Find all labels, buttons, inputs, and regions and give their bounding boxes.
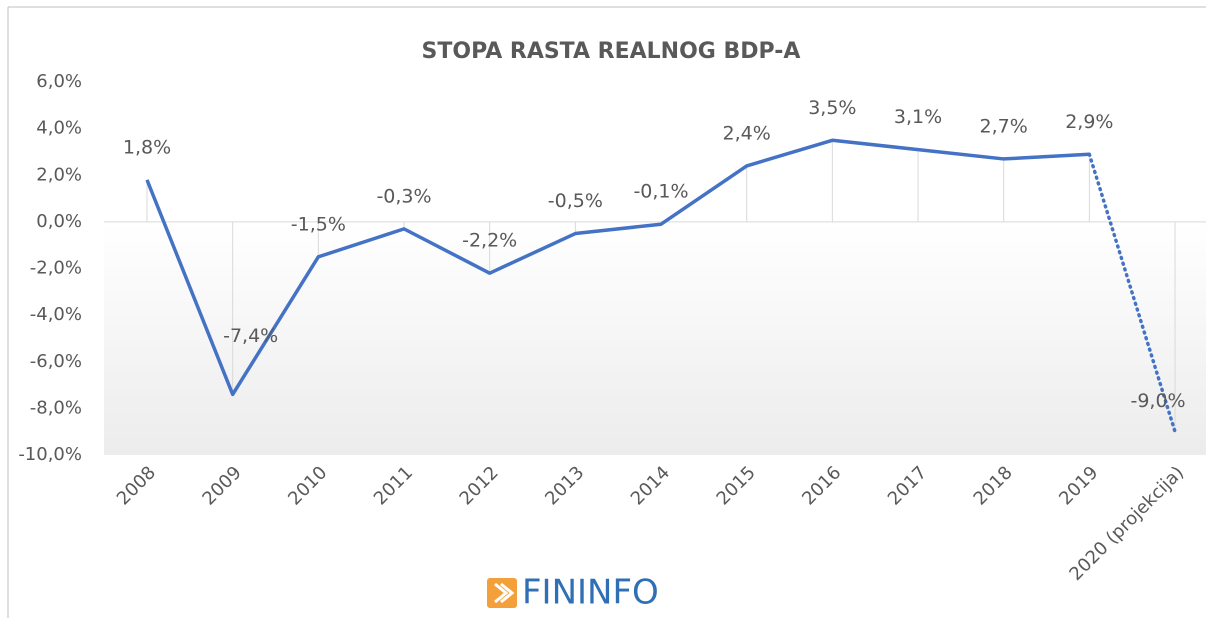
y-tick-label: 4,0% [36, 118, 82, 139]
y-tick-label: -2,0% [30, 258, 82, 279]
data-label: 2,9% [1065, 111, 1113, 133]
x-tick-label: 2010 [284, 462, 331, 509]
x-tick-label: 2013 [541, 462, 588, 509]
logo: FININFO [487, 573, 659, 613]
x-tick-label: 2011 [370, 462, 417, 509]
data-label: 3,1% [894, 106, 942, 128]
x-tick-label: 2017 [884, 462, 931, 509]
data-label: -0,1% [633, 181, 688, 203]
data-label: -2,2% [462, 230, 517, 252]
y-tick-label: -6,0% [30, 351, 82, 372]
data-label: 2,7% [980, 115, 1028, 137]
data-label: 3,5% [808, 97, 856, 119]
data-label: -0,5% [548, 190, 603, 212]
y-tick-label: 2,0% [36, 164, 82, 185]
x-tick-label: 2014 [627, 462, 674, 509]
data-label: -7,4% [223, 325, 278, 347]
y-tick-label: -8,0% [30, 397, 82, 418]
x-tick-label: 2016 [798, 462, 845, 509]
x-tick-label: 2019 [1055, 462, 1102, 509]
data-label: -1,5% [291, 213, 346, 235]
x-tick-label: 2012 [456, 462, 503, 509]
y-tick-label: 0,0% [36, 211, 82, 232]
y-tick-label: -4,0% [30, 304, 82, 325]
data-label: 1,8% [123, 136, 171, 158]
data-label: 2,4% [723, 122, 771, 144]
y-tick-label: -10,0% [18, 444, 82, 465]
logo-text: FININFO [522, 573, 659, 613]
logo-arrow [494, 582, 515, 604]
x-tick-label: 2008 [113, 462, 160, 509]
projection-line [1087, 152, 1177, 434]
x-tick-label: 2015 [713, 462, 760, 509]
chart-title: STOPA RASTA REALNOG BDP-A [422, 39, 801, 64]
plot-background [104, 221, 1206, 455]
data-label: -0,3% [376, 185, 431, 207]
y-tick-label: 6,0% [36, 71, 82, 92]
x-tick-label: 2009 [198, 462, 245, 509]
line [145, 138, 1090, 397]
x-tick-label: 2018 [970, 462, 1017, 509]
data-label: -9,0% [1130, 390, 1185, 412]
